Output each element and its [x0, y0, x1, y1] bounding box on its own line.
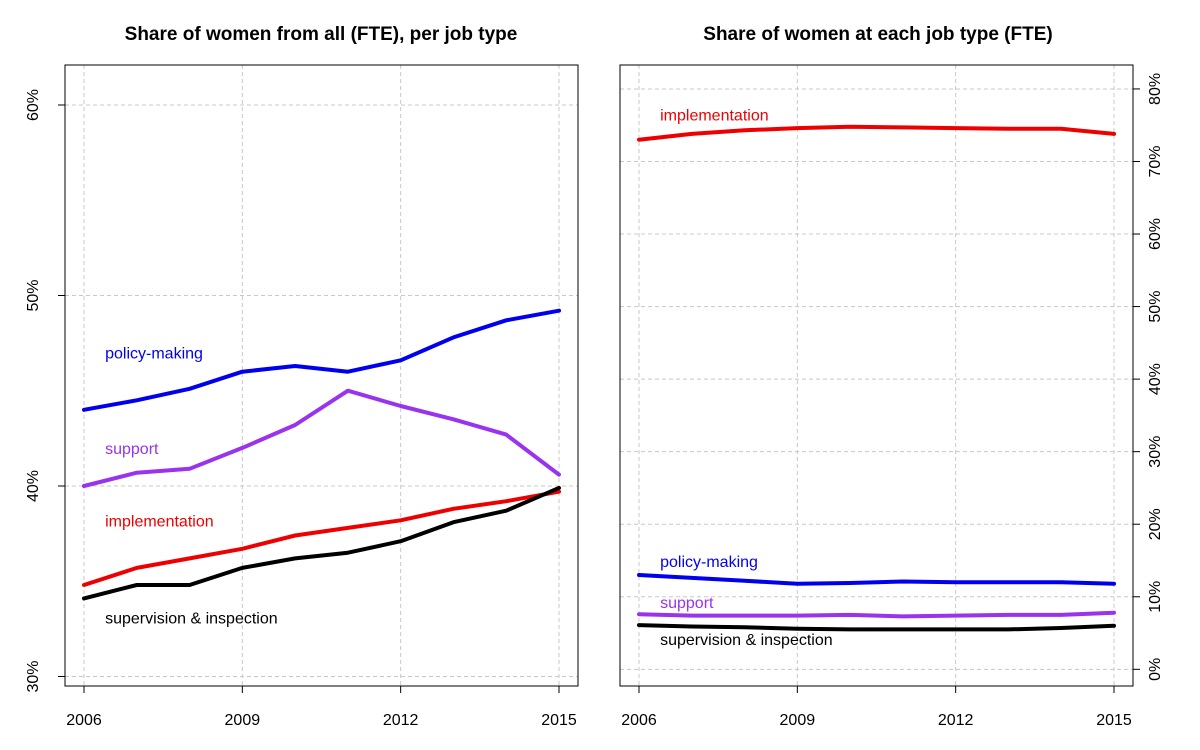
y-tick-label: 30% [25, 660, 42, 692]
y-tick-label: 60% [25, 89, 42, 121]
y-tick-label: 50% [1147, 291, 1164, 323]
y-tick-label: 60% [1147, 218, 1164, 250]
series-label-support: support [105, 441, 159, 458]
series-label-implementation: implementation [660, 107, 769, 124]
series-line-implementation [637, 124, 1116, 142]
series-line-support [82, 388, 561, 488]
y-tick-label: 20% [1147, 508, 1164, 540]
y-tick-label: 40% [25, 470, 42, 502]
x-tick-label: 2006 [621, 712, 657, 729]
series-line-policy-making [82, 308, 561, 412]
series-label-policy-making: policy-making [660, 554, 758, 571]
x-tick-label: 2015 [541, 712, 577, 729]
x-tick-label: 2012 [383, 712, 419, 729]
chart-title: Share of women from all (FTE), per job t… [125, 24, 518, 45]
series-line-implementation [82, 489, 561, 587]
y-tick-label: 10% [1147, 581, 1164, 613]
series-line-policy-making [637, 573, 1116, 586]
x-tick-label: 2015 [1096, 712, 1132, 729]
chart-panel-1: Share of women from all (FTE), per job t… [25, 24, 579, 729]
series-label-supervision-and-inspection: supervision & inspection [105, 610, 278, 627]
chart-title: Share of women at each job type (FTE) [703, 24, 1052, 45]
plot-frame [64, 64, 579, 687]
x-tick-label: 2006 [66, 712, 102, 729]
y-tick-label: 50% [25, 279, 42, 311]
series-label-policy-making: policy-making [105, 346, 203, 363]
series-line-support [637, 610, 1116, 619]
series-line-supervision-and-inspection [637, 623, 1116, 632]
y-tick-label: 30% [1147, 436, 1164, 468]
y-tick-label: 0% [1147, 658, 1164, 681]
plot-frame [619, 64, 1134, 687]
x-tick-label: 2012 [938, 712, 974, 729]
series-label-support: support [660, 595, 714, 612]
series-label-implementation: implementation [105, 513, 214, 530]
y-tick-label: 80% [1147, 73, 1164, 105]
series-label-supervision-and-inspection: supervision & inspection [660, 632, 833, 649]
x-tick-label: 2009 [225, 712, 261, 729]
x-tick-label: 2009 [780, 712, 816, 729]
chart-panel-2: Share of women at each job type (FTE) 200… [619, 24, 1164, 729]
y-tick-label: 40% [1147, 363, 1164, 395]
y-tick-label: 70% [1147, 145, 1164, 177]
series-line-supervision-and-inspection [82, 485, 561, 601]
